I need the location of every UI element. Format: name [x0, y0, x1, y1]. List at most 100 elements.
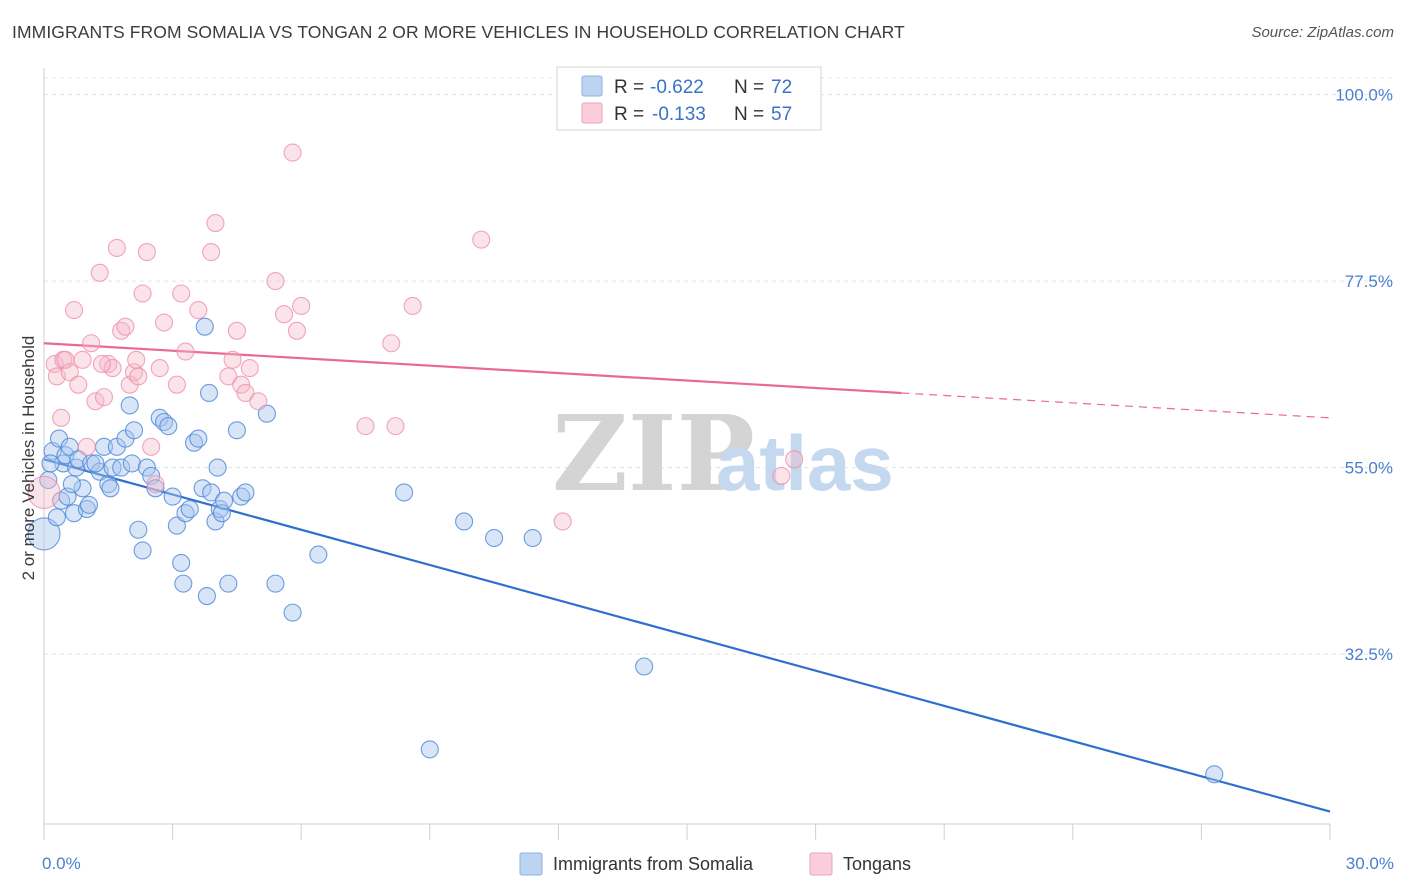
axes — [43, 68, 1331, 840]
somalia-point — [79, 495, 99, 514]
somalia-point — [112, 458, 131, 477]
tongan-point — [94, 388, 114, 407]
tongan-point — [146, 475, 165, 494]
tongan-point — [386, 417, 405, 436]
somalia-point — [523, 528, 542, 548]
somalia-point — [208, 458, 227, 477]
tongan-point — [127, 350, 146, 369]
somalia-point — [395, 483, 414, 502]
somalia-point — [199, 383, 219, 403]
somalia-point — [101, 479, 120, 498]
legend-n-label-tongan: N = — [734, 104, 764, 125]
legend-r-label-tongan: R = — [614, 104, 644, 125]
somalia-point — [86, 454, 105, 473]
y-tick-label: 32.5% — [1345, 645, 1393, 664]
somalia-point — [172, 553, 191, 572]
legend-swatch-somalia — [581, 75, 603, 97]
tongan-point — [73, 350, 92, 369]
tongan-point — [266, 272, 285, 291]
somalia-point — [133, 541, 152, 560]
tongan-point — [167, 375, 186, 394]
tongan-point — [206, 214, 225, 233]
tongan-point — [154, 313, 174, 332]
somalia-point — [137, 458, 156, 477]
legend-r-value-somalia: -0.622 — [650, 77, 704, 98]
tongan-point — [103, 359, 122, 378]
tongan-point — [553, 512, 572, 531]
somalia-point — [420, 740, 439, 759]
tongan-point — [133, 284, 152, 303]
tongan-point — [472, 230, 491, 249]
watermark-zip: ZIP — [552, 392, 755, 515]
somalia-trend-line — [43, 458, 1331, 813]
data-points — [27, 143, 1224, 784]
tongan-trend-line — [43, 342, 902, 395]
somalia-point — [455, 512, 474, 531]
tongan-point — [107, 238, 126, 257]
tongan-point — [382, 334, 401, 353]
tongan-point — [292, 296, 311, 315]
chart-title: IMMIGRANTS FROM SOMALIA VS TONGAN 2 OR M… — [12, 22, 905, 42]
tongan-point — [287, 321, 306, 340]
tongan-point — [275, 305, 294, 324]
somalia-point — [189, 429, 208, 448]
series-legend: Immigrants from Somalia Tongans — [519, 852, 911, 876]
tongan-point — [116, 317, 135, 336]
tongan-point — [785, 450, 804, 469]
tongan-point — [202, 243, 221, 262]
y-tick-label: 55.0% — [1345, 459, 1393, 478]
tongan-point — [92, 354, 111, 374]
legend-r-value-tongan: -0.133 — [652, 104, 706, 125]
trend-lines — [43, 342, 1331, 813]
tongan-point — [403, 296, 422, 315]
source-label: Source: ZipAtlas.com — [1251, 24, 1394, 41]
somalia-point — [214, 491, 234, 510]
somalia-point — [167, 516, 186, 535]
somalia-point — [485, 528, 504, 548]
somalia-point — [122, 454, 141, 473]
tongan-point — [219, 367, 238, 386]
tongan-point — [69, 375, 88, 394]
somalia-point — [266, 574, 285, 593]
tongan-point — [772, 466, 791, 485]
tongan-point — [129, 367, 148, 386]
somalia-point — [1205, 765, 1224, 784]
somalia-point — [236, 483, 255, 502]
tongan-trend-line-dashed — [901, 392, 1331, 419]
tongan-point — [236, 383, 255, 403]
somalia-point — [195, 317, 214, 336]
somalia-point — [163, 487, 182, 506]
somalia-point — [41, 454, 60, 473]
somalia-point — [174, 574, 193, 593]
tongan-point — [356, 417, 375, 436]
tongan-point — [82, 334, 101, 353]
somalia-point — [197, 587, 216, 606]
series-legend-swatch-somalia — [519, 852, 543, 876]
y-tick-labels: 32.5% 55.0% 77.5% 100.0% — [1335, 86, 1393, 664]
tongan-point — [52, 408, 71, 427]
somalia-point — [47, 508, 66, 527]
somalia-point — [227, 421, 246, 440]
y-tick-label: 100.0% — [1335, 86, 1393, 105]
tongan-point — [227, 321, 246, 340]
y-tick-label: 77.5% — [1345, 272, 1393, 291]
somalia-point — [124, 421, 144, 440]
series-legend-label-somalia: Immigrants from Somalia — [553, 854, 754, 874]
tongan-point — [172, 284, 191, 303]
somalia-point — [73, 479, 92, 498]
somalia-point — [180, 499, 199, 519]
tongan-point — [64, 301, 84, 320]
somalia-point — [129, 520, 148, 539]
tongan-point — [137, 243, 156, 262]
legend-r-label-somalia: R = — [614, 77, 644, 98]
x-tick-label-min: 0.0% — [42, 854, 81, 873]
tongan-point — [232, 375, 251, 394]
tongan-point — [223, 350, 242, 369]
somalia-point — [193, 479, 212, 498]
watermark: ZIP atlas — [552, 392, 894, 515]
tongan-point — [60, 363, 79, 382]
tongan-point — [176, 342, 195, 361]
legend-n-value-tongan: 57 — [771, 104, 792, 125]
tongan-point — [240, 359, 259, 378]
